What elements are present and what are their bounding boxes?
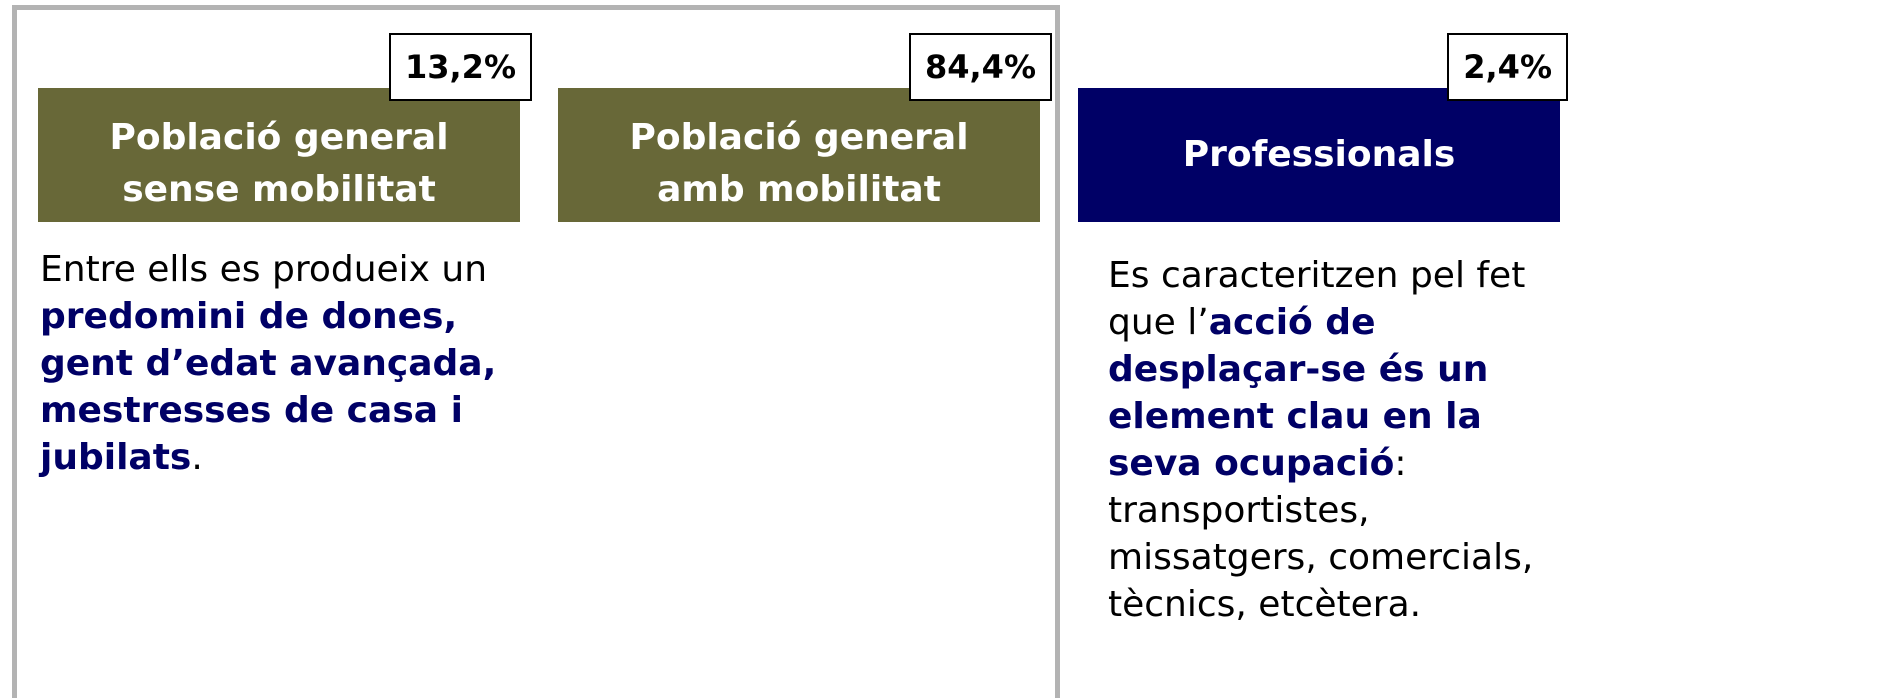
highlight-text: predomini de dones, gent d’edat avançada… [40,296,497,478]
text-run: Es caracteritzen pel fet que l’ [1108,255,1526,343]
text-run: Entre ells es produeix un [40,249,488,290]
percent-badge: 84,4% [908,33,1052,101]
percent-badge: 2,4% [1447,33,1568,101]
percent-badge: 13,2% [388,33,532,101]
highlight-text: acció de desplaçar-se és un element clau… [1108,302,1489,484]
group-frame [12,5,1060,698]
text-run: : transportistes, missatgers, comercials… [1108,443,1534,625]
card-text: Es caracteritzen pel fet que l’acció de … [1108,252,1558,628]
card-header: Població general amb mobilitat [558,88,1040,222]
text-run: . [191,437,203,478]
card-text: Entre ells es produeix un predomini de d… [40,246,520,481]
card-header: Professionals [1078,88,1560,222]
card-header: Població general sense mobilitat [38,88,520,222]
